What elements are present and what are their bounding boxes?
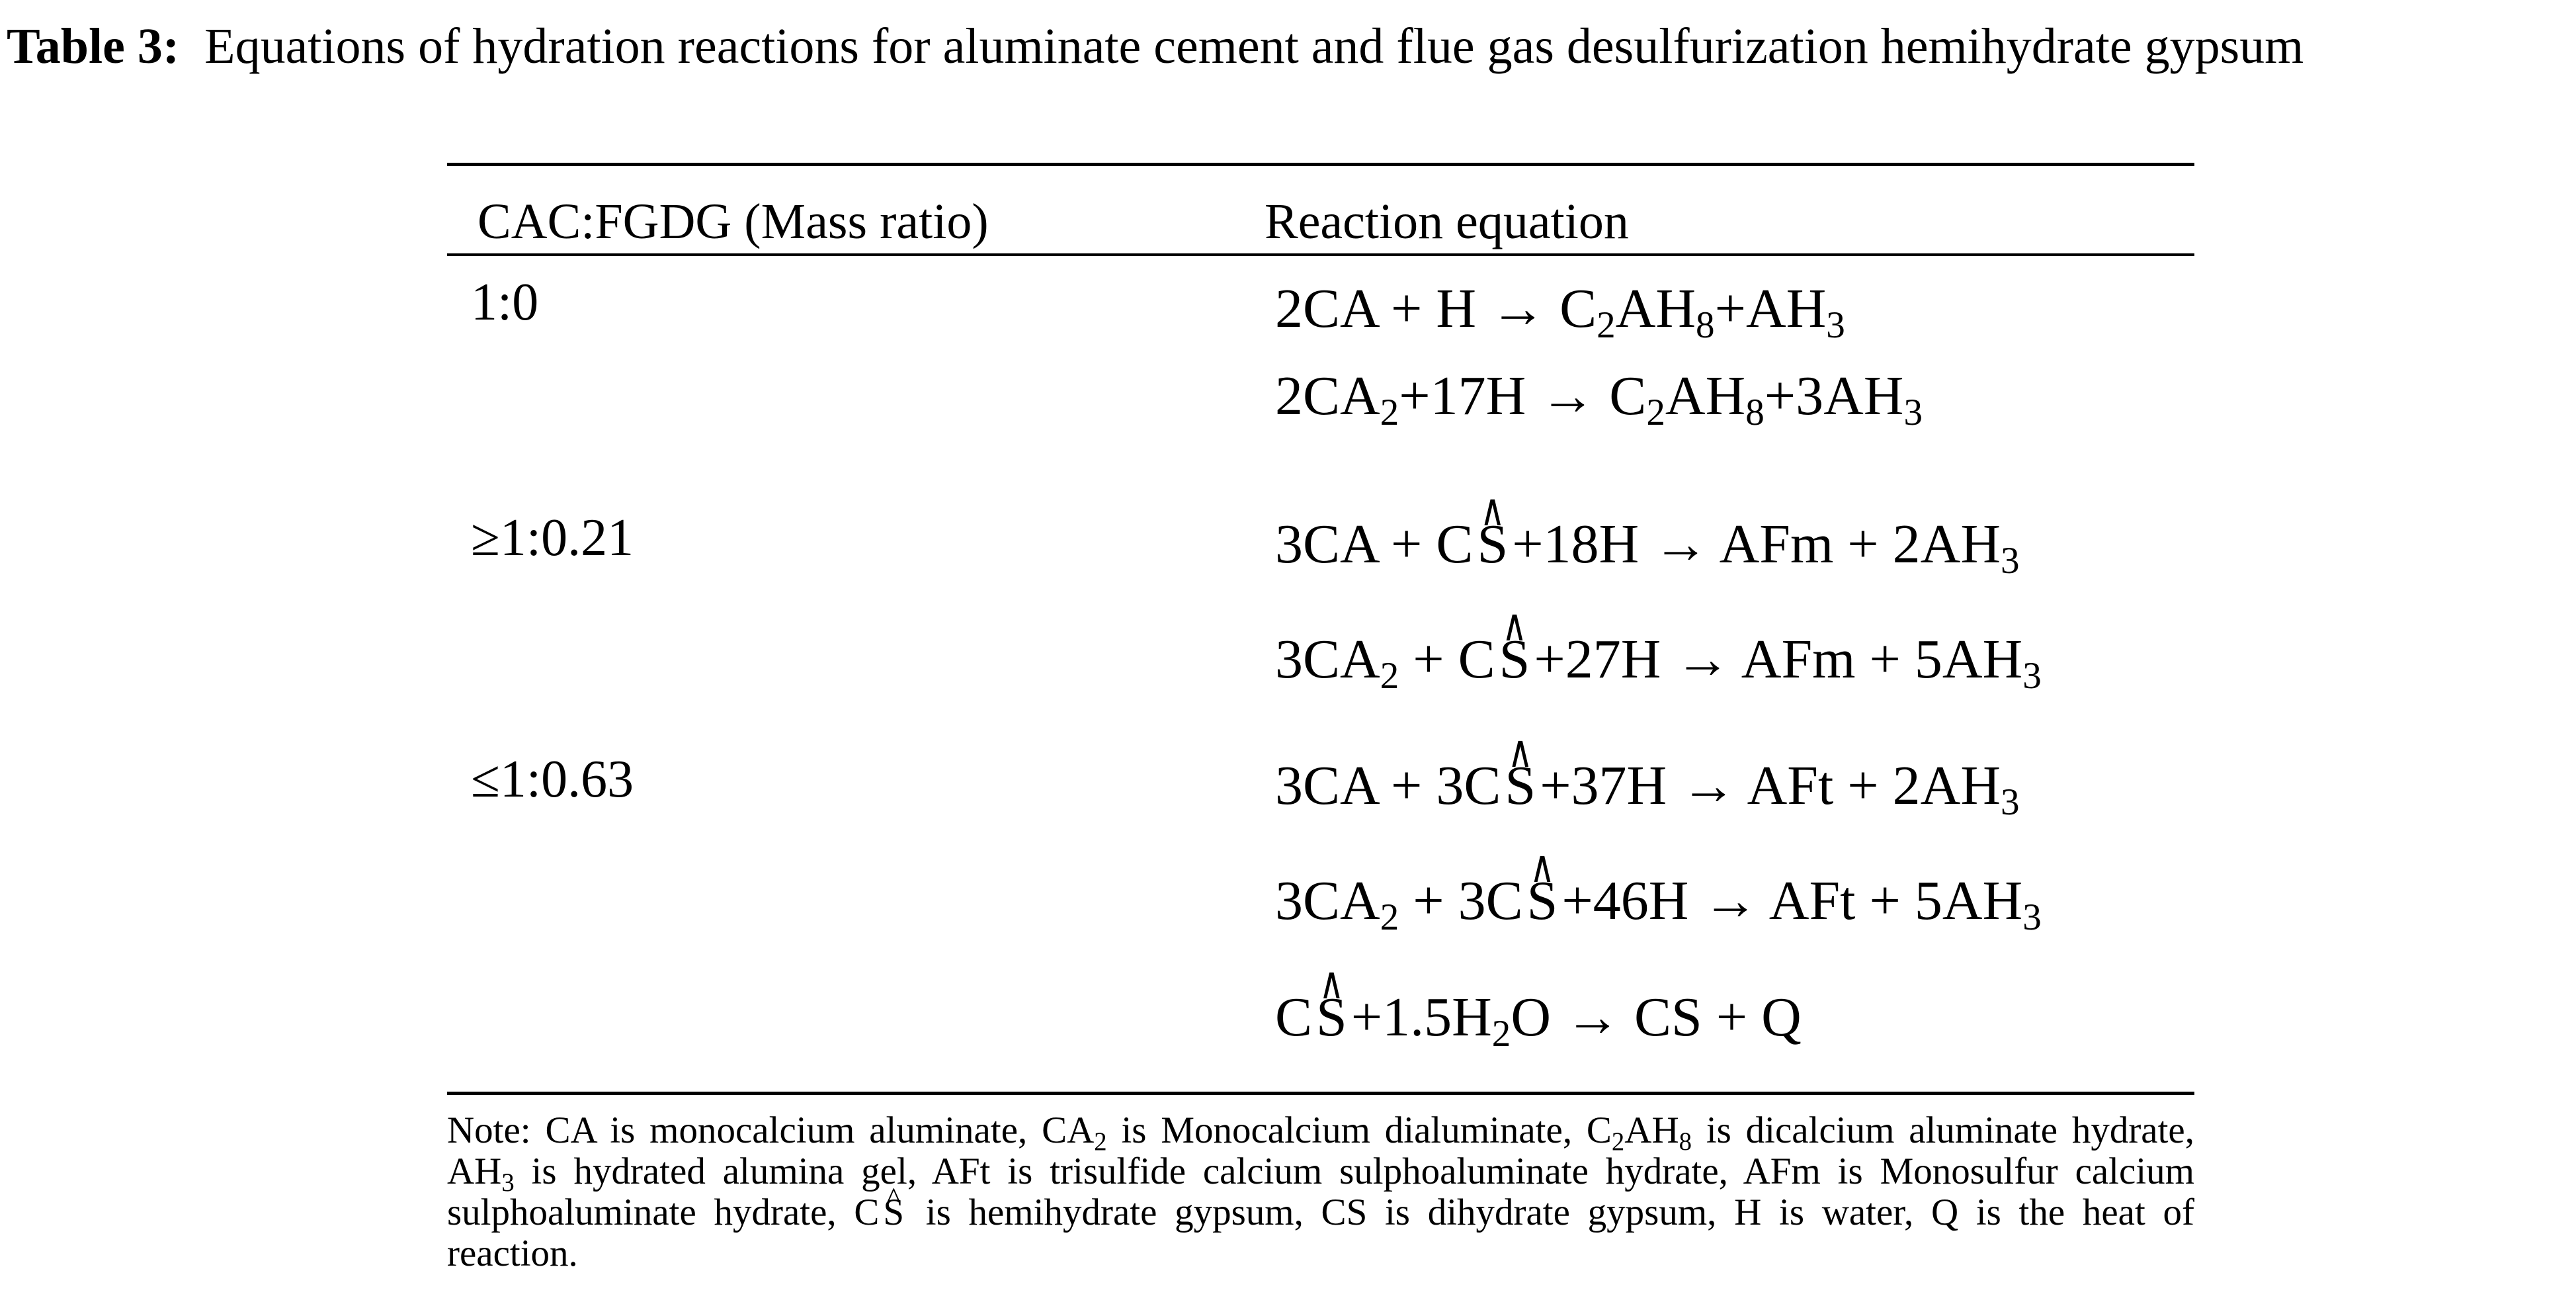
table-note: Note: CA is monocalcium aluminate, CA2 i…	[447, 1110, 2194, 1274]
text-segment: Note: CA is monocalcium aluminate, CA	[447, 1110, 1095, 1151]
header-rule	[447, 253, 2194, 256]
text-segment: +46H → AFt + 5AH	[1561, 870, 2023, 932]
text-segment: is hydrated alumina gel, AFt is trisulfi…	[447, 1151, 2194, 1233]
subscript: 3	[2022, 896, 2042, 938]
hat-symbol: S	[1477, 512, 1508, 576]
text-segment: 3CA	[1275, 629, 1380, 690]
header-equation: Reaction equation	[1265, 194, 1629, 249]
text-segment: O → CS + Q	[1511, 986, 1802, 1048]
text-segment: +27H → AFm + 5AH	[1534, 629, 2023, 690]
text-segment: is hemihydrate gypsum, CS is dihydrate g…	[447, 1192, 2194, 1274]
subscript: 3	[1826, 304, 1845, 346]
subscript: 2	[1380, 391, 1399, 433]
subscript: 2	[1380, 654, 1399, 697]
subscript: 2	[1597, 304, 1616, 346]
text-segment: C	[1275, 986, 1313, 1048]
subscript: 3	[2022, 654, 2042, 697]
text-segment: +AH	[1714, 278, 1827, 339]
text-segment: is dicalcium aluminate hydrate, AH	[447, 1110, 2194, 1192]
bottom-rule	[447, 1092, 2194, 1095]
reaction-equation: 2CA2+17H → C2AH8+3AH3	[1275, 364, 1923, 431]
text-segment: 2CA + H → C	[1275, 278, 1597, 339]
subscript: 3	[2001, 781, 2020, 823]
table-label: Table 3:	[7, 19, 180, 74]
text-segment: AH	[1624, 1110, 1679, 1151]
hat-symbol: S	[1505, 754, 1536, 818]
text-segment: +18H → AFm + 2AH	[1512, 513, 2001, 575]
hat-symbol: S	[1499, 627, 1530, 691]
table-title: Equations of hydration reactions for alu…	[204, 19, 2304, 74]
text-segment: +1.5H	[1350, 986, 1492, 1048]
text-segment: +37H → AFt + 2AH	[1540, 755, 2001, 816]
ratio-cell: ≥1:0.21	[471, 509, 634, 567]
text-segment: 3CA	[1275, 870, 1380, 932]
hat-symbol: S	[1527, 869, 1558, 933]
ratio-cell: ≤1:0.63	[471, 750, 634, 808]
subscript: 2	[1611, 1127, 1625, 1156]
text-segment: + 3C	[1399, 870, 1523, 932]
subscript: 8	[1679, 1127, 1692, 1156]
reaction-equation: 2CA + H → C2AH8+AH3	[1275, 277, 1845, 344]
subscript: 2	[1094, 1127, 1107, 1156]
reaction-equation: 3CA + CS+18H → AFm + 2AH3	[1275, 512, 2020, 580]
subscript: 8	[1745, 391, 1765, 433]
subscript: 3	[501, 1168, 515, 1197]
text-segment: 3CA + C	[1275, 513, 1474, 575]
top-rule	[447, 163, 2194, 166]
subscript: 2	[1380, 896, 1399, 938]
header-ratio: CAC:FGDG (Mass ratio)	[478, 194, 989, 249]
text-segment: is Monocalcium dialuminate, C	[1106, 1110, 1612, 1151]
subscript: 2	[1646, 391, 1665, 433]
reaction-equation: 3CA2 + 3CS+46H → AFt + 5AH3	[1275, 869, 2042, 936]
ratio-cell: 1:0	[471, 273, 539, 331]
reaction-equation: 3CA + 3CS+37H → AFt + 2AH3	[1275, 754, 2020, 821]
text-segment: +3AH	[1764, 365, 1904, 427]
hat-symbol: S	[883, 1192, 904, 1233]
text-segment: + C	[1399, 629, 1495, 690]
text-segment: 3CA + 3C	[1275, 755, 1501, 816]
subscript: 3	[2001, 539, 2020, 582]
table-caption: Table 3: Equations of hydration reaction…	[7, 15, 2573, 78]
hat-symbol: S	[1316, 985, 1347, 1049]
reaction-equation: CS+1.5H2O → CS + Q	[1275, 985, 1802, 1053]
subscript: 8	[1696, 304, 1715, 346]
text-segment: +17H → C	[1399, 365, 1647, 427]
subscript: 2	[1491, 1012, 1511, 1055]
text-segment: AH	[1615, 278, 1696, 339]
text-segment: AH	[1665, 365, 1746, 427]
text-segment: 2CA	[1275, 365, 1380, 427]
reaction-equation: 3CA2 + CS+27H → AFm + 5AH3	[1275, 627, 2042, 695]
subscript: 3	[1903, 391, 1923, 433]
